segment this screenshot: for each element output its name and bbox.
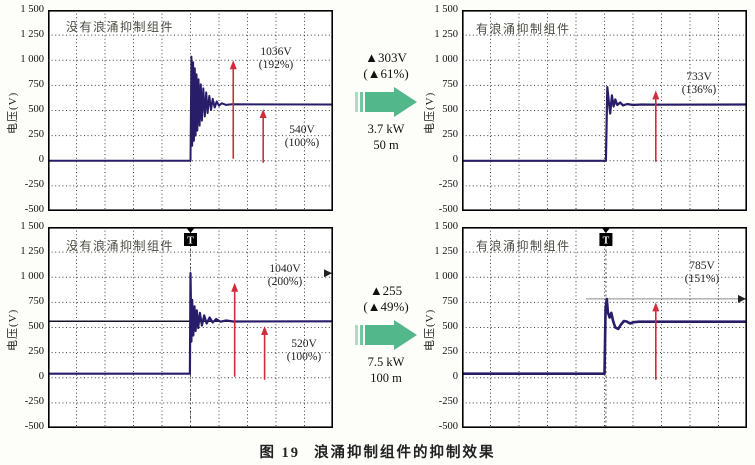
figure-caption-text: 浪涌抑制组件的抑制效果 bbox=[314, 445, 496, 461]
y-tick: -500 bbox=[438, 421, 458, 432]
figure-caption: 图 19 浪涌抑制组件的抑制效果 bbox=[0, 441, 755, 462]
delta-voltage: ▲303V bbox=[365, 50, 407, 65]
y-tick: 250 bbox=[28, 129, 44, 140]
y-tick: 1 000 bbox=[434, 271, 458, 282]
chart-panel-bottom-left: 电压(V) 1 500 1 250 1 000 750 500 250 0 -2… bbox=[0, 217, 345, 435]
oscilloscope-trace bbox=[462, 10, 747, 211]
y-tick: -500 bbox=[24, 421, 44, 432]
measurement-value: 733V bbox=[686, 71, 712, 83]
y-axis-tick-labels: 1 500 1 250 1 000 750 500 250 0 -250 -50… bbox=[6, 221, 44, 433]
y-tick: 250 bbox=[28, 346, 44, 357]
distance-label: 100 m bbox=[370, 371, 402, 385]
measurement-value: 540V bbox=[289, 124, 315, 136]
oscilloscope-trace: T bbox=[48, 227, 333, 428]
plot-area: T 没有浪涌抑制组件 1040V (200%) 520V (100%) bbox=[48, 227, 333, 428]
y-tick: -500 bbox=[24, 204, 44, 215]
y-tick: 1 500 bbox=[20, 4, 44, 15]
chart-panel-top-right: 电压(V) 1 500 1 250 1 000 750 500 250 0 -2… bbox=[414, 0, 755, 218]
oscilloscope-trace: T bbox=[462, 227, 747, 428]
measurement-percent: (136%) bbox=[681, 84, 717, 96]
chart-panel-top-left: 电压(V) 1 500 1 250 1 000 750 500 250 0 -2… bbox=[0, 0, 345, 218]
measurement-value: 520V bbox=[291, 338, 317, 350]
y-axis-tick-labels: 1 500 1 250 1 000 750 500 250 0 -250 -50… bbox=[420, 4, 458, 216]
measurement-label-steady: 520V (100%) bbox=[272, 338, 336, 364]
plot-area: 有浪涌抑制组件 733V (136%) bbox=[462, 10, 747, 211]
y-tick: -250 bbox=[24, 396, 44, 407]
svg-text:T: T bbox=[187, 236, 194, 247]
y-tick: 1 500 bbox=[434, 221, 458, 232]
y-tick: 750 bbox=[28, 79, 44, 90]
delta-percent: (▲49%) bbox=[363, 299, 409, 314]
measurement-percent: (100%) bbox=[284, 137, 320, 149]
power-label: 3.7 kW bbox=[367, 122, 405, 136]
y-tick: 1 500 bbox=[434, 4, 458, 15]
measurement-label-peak: 785V (151%) bbox=[667, 260, 737, 286]
power-label: 7.5 kW bbox=[367, 355, 405, 369]
y-tick: 1 250 bbox=[20, 246, 44, 257]
y-tick: 1 250 bbox=[434, 29, 458, 40]
measurement-value: 1036V bbox=[260, 46, 292, 58]
oscilloscope-trace bbox=[48, 10, 333, 211]
y-tick: -250 bbox=[438, 179, 458, 190]
plot-title: 有浪涌抑制组件 bbox=[476, 22, 571, 36]
measurement-value: 1040V bbox=[269, 263, 301, 275]
y-tick: 250 bbox=[442, 129, 458, 140]
y-tick: 1 250 bbox=[20, 29, 44, 40]
y-tick: 500 bbox=[442, 104, 458, 115]
y-tick: 0 bbox=[38, 154, 44, 165]
measurement-label-steady: 540V (100%) bbox=[270, 124, 334, 150]
measurement-percent: (200%) bbox=[267, 276, 303, 288]
measurement-percent: (192%) bbox=[258, 59, 294, 71]
y-tick: 1 250 bbox=[434, 246, 458, 257]
y-tick: -500 bbox=[438, 204, 458, 215]
y-tick: 1 500 bbox=[20, 221, 44, 232]
y-tick: 500 bbox=[28, 104, 44, 115]
plot-area: 没有浪涌抑制组件 1036V (192%) 540V (100%) bbox=[48, 10, 333, 211]
plot-area: T 有浪涌抑制组件 785V (151%) bbox=[462, 227, 747, 428]
measurement-label-peak: 733V (136%) bbox=[664, 71, 734, 97]
measurement-label-peak: 1040V (200%) bbox=[250, 263, 320, 289]
y-tick: 0 bbox=[452, 154, 458, 165]
improvement-arrow-icon bbox=[355, 87, 417, 117]
y-tick: 1 000 bbox=[20, 54, 44, 65]
y-tick: 0 bbox=[452, 371, 458, 382]
y-tick: 500 bbox=[28, 321, 44, 332]
plot-title: 有浪涌抑制组件 bbox=[476, 239, 571, 253]
transition-annotation-top: ▲303V (▲61%) 3.7 kW 50 m bbox=[336, 50, 436, 153]
delta-percent: (▲61%) bbox=[363, 66, 409, 81]
plot-title: 没有浪涌抑制组件 bbox=[66, 239, 175, 253]
y-tick: -250 bbox=[24, 179, 44, 190]
y-tick: 500 bbox=[442, 321, 458, 332]
y-tick: 1 000 bbox=[20, 271, 44, 282]
plot-title: 没有浪涌抑制组件 bbox=[66, 20, 175, 34]
y-tick: 0 bbox=[38, 371, 44, 382]
y-axis-tick-labels: 1 500 1 250 1 000 750 500 250 0 -250 -50… bbox=[6, 4, 44, 216]
y-tick: 250 bbox=[442, 346, 458, 357]
figure-number: 图 19 bbox=[259, 445, 301, 461]
svg-text:T: T bbox=[603, 236, 610, 247]
y-tick: -250 bbox=[438, 396, 458, 407]
y-axis-tick-labels: 1 500 1 250 1 000 750 500 250 0 -250 -50… bbox=[420, 221, 458, 433]
improvement-arrow-icon bbox=[355, 320, 417, 350]
measurement-percent: (100%) bbox=[286, 351, 322, 363]
measurement-label-peak: 1036V (192%) bbox=[241, 46, 311, 72]
delta-voltage: ▲255 bbox=[369, 283, 403, 298]
measurement-percent: (151%) bbox=[684, 273, 720, 285]
y-tick: 1 000 bbox=[434, 54, 458, 65]
chart-panel-bottom-right: 电压(V) 1 500 1 250 1 000 750 500 250 0 -2… bbox=[414, 217, 755, 435]
measurement-value: 785V bbox=[689, 260, 715, 272]
y-tick: 750 bbox=[28, 296, 44, 307]
distance-label: 50 m bbox=[373, 138, 399, 152]
y-tick: 750 bbox=[442, 79, 458, 90]
transition-annotation-bottom: ▲255 (▲49%) 7.5 kW 100 m bbox=[336, 283, 436, 386]
y-tick: 750 bbox=[442, 296, 458, 307]
